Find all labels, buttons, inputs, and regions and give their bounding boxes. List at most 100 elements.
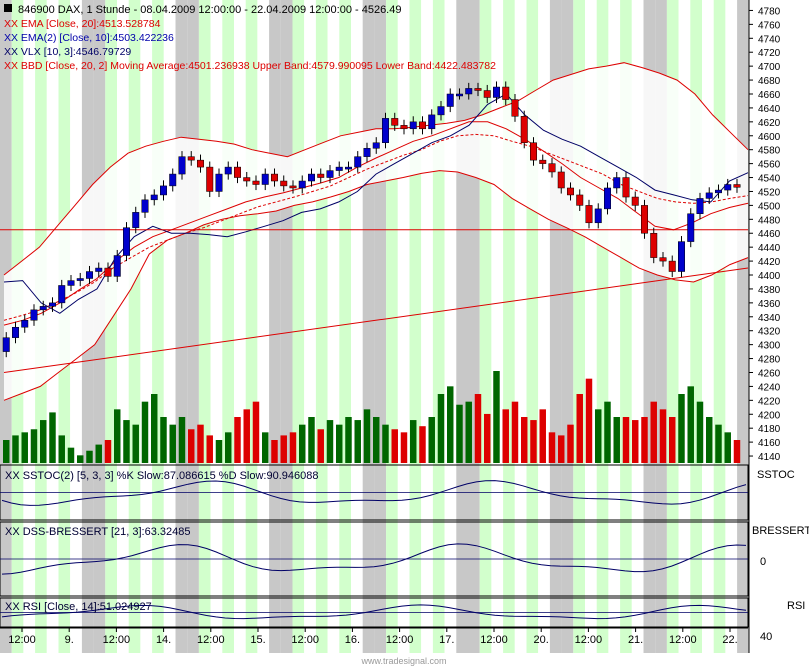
time-tick-label: 12:00 [103, 634, 131, 646]
bollinger-bands [3, 62, 749, 401]
candle-body [30, 309, 38, 321]
session-stripe [491, 0, 504, 653]
session-stripe [128, 0, 141, 653]
time-tick-label: 12:00 [291, 634, 319, 646]
candle-body [197, 159, 204, 168]
time-tick-label: 17. [439, 634, 454, 646]
price-tick-label: 4600 [758, 132, 781, 143]
volume-bar [696, 401, 704, 463]
price-axis: 4140 4160 4180 4200 4220 4240 4260 4280 4300 4320… [748, 0, 781, 653]
volume-bar [530, 420, 537, 463]
session-stripe [514, 0, 527, 653]
candle-body [446, 93, 454, 107]
dss-axis-label: BRESSERT [752, 525, 809, 537]
volume-bar [234, 417, 241, 463]
candle-body [308, 173, 315, 182]
volume-bars [3, 371, 741, 463]
volume-bar [12, 435, 19, 463]
volume-bar [595, 409, 602, 463]
session-stripe [549, 0, 562, 653]
candle-body [2, 337, 10, 352]
price-tick-label: 4380 [758, 285, 781, 296]
candle-body [594, 208, 602, 224]
indicator-panels [0, 464, 749, 628]
session-stripe [608, 0, 621, 653]
volume-bar [243, 409, 250, 463]
candle-body [585, 205, 593, 224]
indicator-legend: XX EMA [Close, 20]:4513.528784 [4, 18, 161, 30]
candle-body [520, 116, 528, 143]
price-tick-label: 4620 [758, 118, 781, 129]
session-stripe [655, 0, 667, 653]
price-tick-label: 4680 [758, 76, 781, 87]
dss-label: XX DSS-BRESSERT [21, 3]:63.32485 [5, 526, 190, 538]
volume-bar [622, 417, 630, 463]
volume-bar [67, 447, 75, 463]
candle-body [160, 185, 167, 196]
candle-body [437, 106, 445, 116]
candle-body [187, 156, 195, 161]
volume-bar [613, 417, 620, 463]
volume-bar [567, 424, 574, 463]
session-stripe [175, 0, 188, 653]
instrument-marker [4, 4, 12, 12]
candle-body [363, 148, 371, 157]
price-tick-label: 4420 [758, 257, 781, 268]
volume-bar [289, 432, 297, 463]
candle-body [86, 271, 93, 279]
volume-bar [252, 401, 260, 463]
time-tick-label: 22. [722, 634, 737, 646]
session-stripe [561, 0, 574, 653]
candle-body [335, 166, 343, 171]
candle-body [604, 187, 611, 210]
session-stripe [245, 0, 258, 653]
session-stripe [631, 0, 644, 653]
volume-bar [336, 424, 343, 463]
volume-bar [114, 409, 121, 463]
volume-bar [169, 424, 176, 463]
session-stripe [409, 0, 422, 653]
price-tick-label: 4340 [758, 313, 781, 324]
price-tick-label: 4320 [758, 327, 781, 338]
price-tick-label: 4460 [758, 229, 781, 240]
session-stripe [526, 0, 539, 653]
candle-body [49, 302, 56, 307]
candle-body [345, 166, 352, 170]
candle-body [650, 232, 658, 258]
volume-bar [132, 424, 139, 463]
price-tick-label: 4660 [758, 90, 781, 101]
volume-bar [197, 424, 204, 463]
sstoc-k-line [1, 480, 747, 506]
session-stripe [702, 0, 714, 653]
candle-body [557, 171, 565, 189]
candle-body [530, 142, 537, 161]
indicator-legend: XX BBD [Close, 20, 2] Moving Average:450… [4, 60, 496, 72]
volume-bar [30, 429, 38, 463]
time-tick-label: 12:00 [575, 634, 603, 646]
volume-bar [678, 394, 685, 463]
volume-bar [317, 429, 324, 463]
candle-body [252, 180, 260, 185]
band-fill [4, 62, 748, 401]
time-tick-label: 14. [156, 634, 171, 646]
session-stripe [339, 0, 351, 653]
volume-bar [373, 417, 380, 463]
rsi-tick-label: 40 [760, 631, 772, 643]
volume-bar [3, 440, 10, 463]
volume-bar [95, 444, 102, 463]
session-stripe [596, 0, 609, 653]
candle-body [483, 90, 491, 98]
session-stripe [444, 0, 457, 653]
candle-body [206, 166, 214, 192]
session-stripe [257, 0, 270, 653]
volume-bar [521, 417, 528, 463]
volume-bar [659, 409, 667, 463]
volume-bar [160, 417, 167, 463]
sstoc-label: XX SSTOC(2) [5, 3, 3] %K Slow:87.086615 … [5, 470, 318, 482]
candle-body [493, 86, 500, 98]
session-stripe [187, 0, 199, 653]
volume-bar [650, 401, 657, 463]
volume-bar [178, 417, 186, 463]
price-tick-label: 4500 [758, 201, 781, 212]
volume-bar [511, 401, 519, 463]
